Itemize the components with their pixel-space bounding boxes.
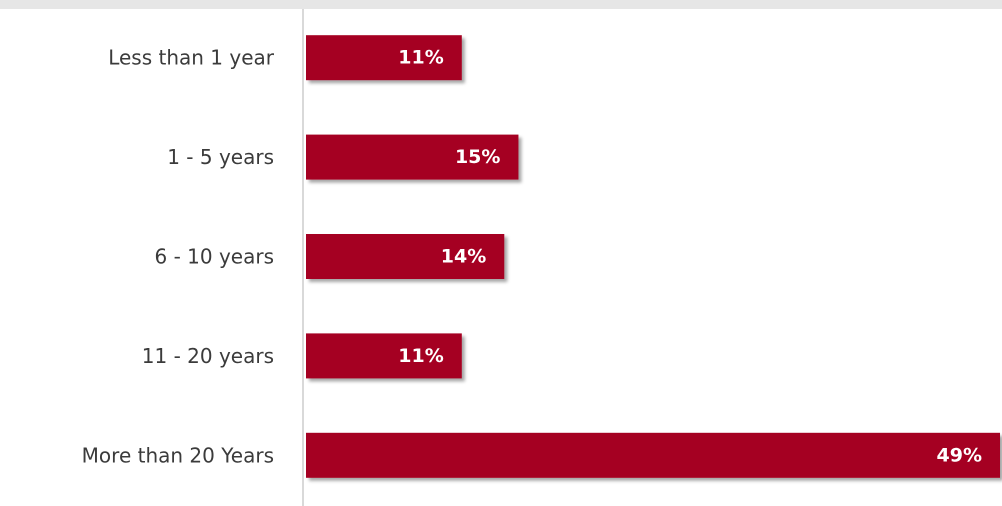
value-label: 49%	[937, 444, 982, 466]
bar-2	[306, 134, 519, 180]
bar-3	[306, 234, 505, 279]
category-label: More than 20 Years	[82, 443, 274, 467]
value-label: 14%	[441, 246, 486, 268]
bar-4	[306, 333, 462, 379]
category-label: 11 - 20 years	[142, 344, 274, 368]
top-band	[0, 0, 1002, 9]
bar-5	[306, 432, 1000, 478]
value-label: 11%	[398, 47, 443, 69]
category-label: Less than 1 year	[108, 46, 275, 70]
value-label: 15%	[455, 146, 500, 168]
value-label: 11%	[398, 345, 443, 367]
bar-1	[306, 35, 462, 81]
bars-layer: Less than 1 year 11% 1 - 5 years 15% 6 - 10 …	[82, 35, 1000, 478]
category-label: 6 - 10 years	[154, 245, 274, 269]
category-label: 1 - 5 years	[167, 145, 274, 169]
